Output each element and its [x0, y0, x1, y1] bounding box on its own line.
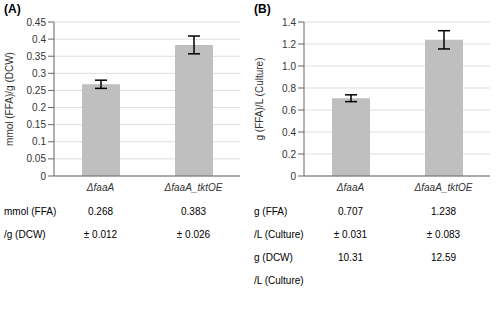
svg-text:g (FFA)/L (Culture): g (FFA)/L (Culture) — [254, 58, 265, 141]
html-text:g (DCW): g (DCW) — [254, 252, 293, 263]
html-text:± 0.012: ± 0.012 — [83, 229, 118, 240]
svg-text:ΔfaaA: ΔfaaA — [336, 182, 365, 193]
html-text:/L (Culture): /L (Culture) — [254, 275, 304, 286]
svg-text:mmol (FFA)/g (DCW): mmol (FFA)/g (DCW) — [8, 52, 15, 146]
svg-text:0.35: 0.35 — [27, 51, 47, 62]
svg-text:0.2: 0.2 — [282, 149, 296, 160]
svg-text:0.25: 0.25 — [27, 85, 47, 96]
html-text:/L (Culture): /L (Culture) — [254, 229, 304, 240]
svg-text:0.4: 0.4 — [282, 127, 296, 138]
svg-text:1.0: 1.0 — [282, 61, 296, 72]
svg-text:0.1: 0.1 — [32, 136, 46, 147]
svg-text:0: 0 — [40, 171, 46, 182]
html-text:mmol (FFA): mmol (FFA) — [4, 206, 57, 217]
html-text:1.238: 1.238 — [431, 206, 456, 217]
svg-text:0.6: 0.6 — [282, 105, 296, 116]
svg-text:ΔfaaA: ΔfaaA — [86, 182, 115, 193]
html-text:12.59: 12.59 — [431, 252, 456, 263]
html-text:(B): (B) — [254, 2, 271, 16]
svg-text:0.15: 0.15 — [27, 119, 47, 130]
svg-text:0.05: 0.05 — [27, 153, 47, 164]
html-text:g (FFA): g (FFA) — [254, 206, 288, 217]
html-text:± 0.031: ± 0.031 — [333, 229, 368, 240]
svg-text:1.2: 1.2 — [282, 39, 296, 50]
html-text:0.707: 0.707 — [338, 206, 363, 217]
svg-text:0.4: 0.4 — [32, 34, 46, 45]
svg-text:0.3: 0.3 — [32, 68, 46, 79]
svg-text:0.45: 0.45 — [27, 17, 47, 28]
svg-text:0: 0 — [290, 171, 296, 182]
html-text:(A): (A) — [4, 2, 21, 16]
svg-text:ΔfaaA_tktOE: ΔfaaA_tktOE — [164, 182, 223, 193]
html-text:0.268: 0.268 — [88, 206, 113, 217]
html-text:± 0.026: ± 0.026 — [176, 229, 211, 240]
svg-text:0.2: 0.2 — [32, 102, 46, 113]
svg-text:0.8: 0.8 — [282, 83, 296, 94]
html-text:/g (DCW): /g (DCW) — [4, 229, 46, 240]
svg-text:ΔfaaA_tktOE: ΔfaaA_tktOE — [414, 182, 473, 193]
html-text:± 0.083: ± 0.083 — [426, 229, 461, 240]
html-text:0.383: 0.383 — [181, 206, 206, 217]
html-text:10.31: 10.31 — [338, 252, 363, 263]
svg-text:1.4: 1.4 — [282, 17, 296, 28]
